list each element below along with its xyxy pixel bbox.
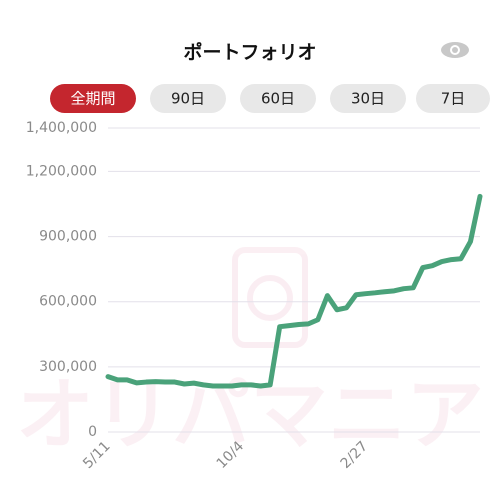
tab-background	[330, 84, 406, 113]
y-tick-label: 1,400,000	[26, 120, 97, 136]
portfolio-line	[105, 193, 483, 389]
y-tick-label: 0	[88, 424, 97, 440]
period-tabs: 全期間 90日 60日 30日 7日	[50, 84, 490, 113]
tab-background	[240, 84, 316, 113]
period-tab[interactable]: 60日	[240, 84, 316, 113]
tab-label: 全期間	[70, 90, 115, 108]
y-tick-label: 900,000	[39, 229, 97, 245]
eye-pupil	[452, 47, 458, 53]
watermark-card	[232, 247, 308, 348]
y-tick-label: 600,000	[39, 294, 97, 310]
y-tick-label: 300,000	[39, 359, 97, 375]
tab-background	[150, 84, 226, 113]
tab-background	[416, 84, 490, 113]
period-tab[interactable]: 90日	[150, 84, 226, 113]
watermark-ball	[247, 275, 293, 321]
tab-label: 7日	[441, 90, 466, 108]
chart: 0 300,000 600,000 900,000 1,200,000 1,400,000…	[26, 120, 483, 472]
y-tick-label: 1,200,000	[26, 163, 97, 179]
period-tab[interactable]: 7日	[416, 84, 490, 113]
eye-icon[interactable]	[441, 42, 469, 58]
tab-background	[50, 84, 136, 113]
period-tab[interactable]: 30日	[330, 84, 406, 113]
page-title: ポートフォリオ	[183, 41, 316, 64]
watermark-logo	[232, 247, 308, 348]
tab-label: 90日	[171, 90, 205, 108]
period-tab[interactable]: 全期間	[50, 84, 136, 113]
tab-label: 30日	[351, 90, 385, 108]
tab-label: 60日	[261, 90, 295, 108]
